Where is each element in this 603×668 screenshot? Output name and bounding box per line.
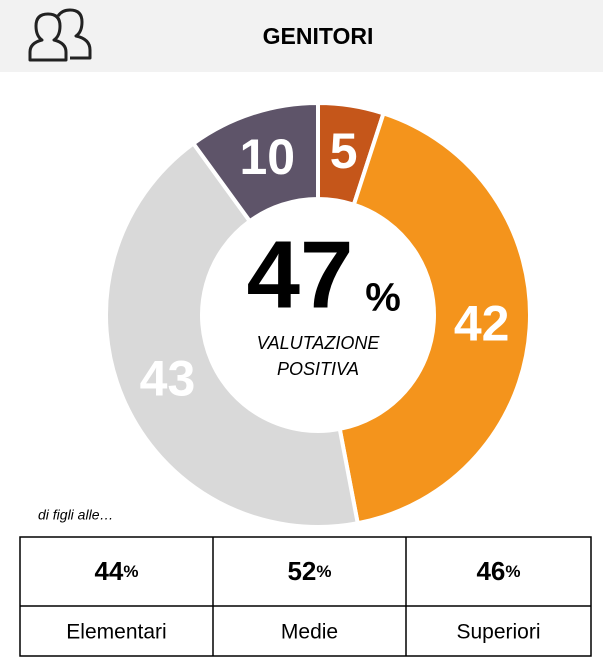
donut-segment xyxy=(337,110,532,526)
level-label: Elementari xyxy=(66,621,166,644)
center-unit: % xyxy=(365,276,401,320)
table: 44% Elementari 52% Medie 46% Superiori xyxy=(19,536,592,657)
donut: 5 42 43 10 xyxy=(104,100,532,529)
value: 52 xyxy=(287,556,316,586)
donut-segment xyxy=(104,140,361,529)
donut-segment xyxy=(190,100,320,224)
center-caption: POSITIVA xyxy=(277,359,359,379)
data-label: 5 xyxy=(330,123,358,179)
chart-title: GENITORI xyxy=(263,23,374,49)
header-band xyxy=(0,0,603,72)
unit: % xyxy=(316,562,331,581)
note: di figli alle… xyxy=(38,507,113,523)
center-value: 47 xyxy=(247,221,354,328)
data-label: 43 xyxy=(140,350,196,406)
percent-value: 46% xyxy=(476,556,520,586)
people-icon xyxy=(28,8,92,62)
table-border xyxy=(19,536,592,657)
value: 44 xyxy=(94,556,123,586)
percent-value: 44% xyxy=(94,556,138,586)
data-label: 42 xyxy=(454,296,510,352)
unit: % xyxy=(123,562,138,581)
level-label: Superiori xyxy=(456,621,540,644)
unit: % xyxy=(505,562,520,581)
data-label: 10 xyxy=(240,129,296,185)
level-label: Medie xyxy=(281,621,338,644)
value: 46 xyxy=(476,556,505,586)
percent-value: 52% xyxy=(287,556,331,586)
center-caption: VALUTAZIONE xyxy=(257,333,381,353)
